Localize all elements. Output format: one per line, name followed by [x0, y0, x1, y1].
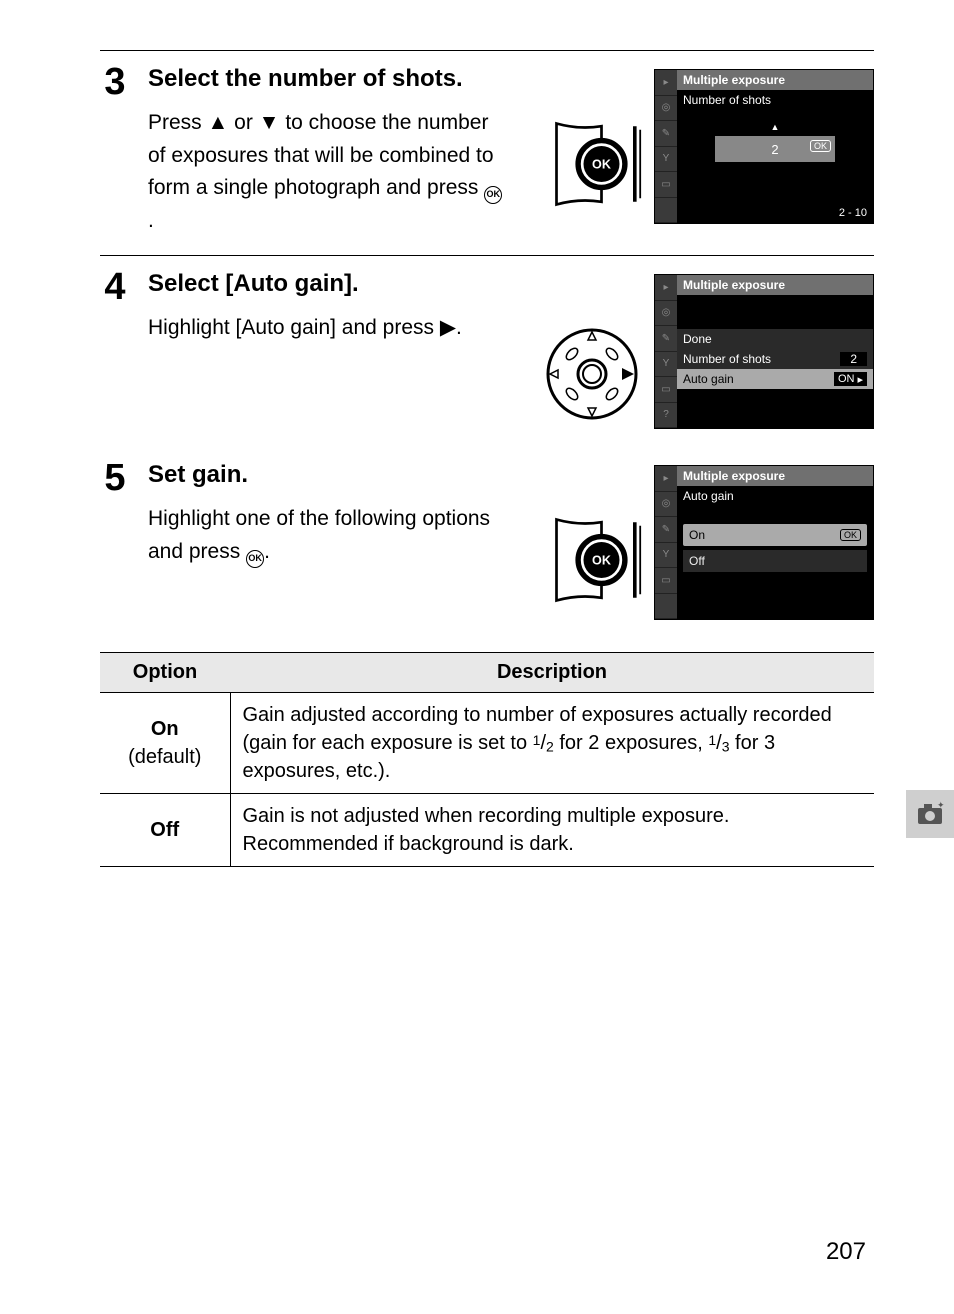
step-3: 3 Select the number of shots. Press or t…	[100, 51, 874, 255]
gain-option-off: Off	[683, 550, 867, 572]
right-arrow-icon	[440, 316, 456, 339]
camera-icon: ✦	[916, 800, 944, 828]
lcd-sidebar: ▸ ◎ ✎ Y ▭	[655, 466, 677, 619]
gain-option-on: On OK	[683, 524, 867, 546]
camera-lcd-gain-options: ▸ ◎ ✎ Y ▭ Multiple exposure Auto gain On…	[654, 465, 874, 620]
step-title: Set gain.	[148, 461, 534, 489]
shots-spinner: 2 OK	[715, 136, 835, 162]
autogain-value: ON ▸	[834, 372, 867, 386]
lcd-side-icon: ▸	[655, 466, 677, 492]
section-tab: ✦	[906, 790, 954, 838]
ok-badge: OK	[810, 140, 831, 152]
ok-button-illustration: OK	[552, 515, 642, 605]
description-cell: Gain is not adjusted when recording mult…	[230, 794, 874, 867]
lcd-side-icon: ▭	[655, 377, 677, 403]
lcd-side-icon	[655, 198, 677, 224]
step-graphics: OK ▸ ◎ ✎ Y ▭ Multiple exposure Number of…	[552, 63, 874, 237]
step-number: 4	[100, 268, 130, 429]
ok-button-illustration: OK	[552, 119, 642, 209]
shots-range: 2 - 10	[839, 207, 867, 219]
lcd-side-icon: Y	[655, 147, 677, 173]
step-number: 5	[100, 459, 130, 620]
lcd-side-icon: ◎	[655, 492, 677, 518]
shots-value: 2	[771, 142, 778, 157]
menu-row-shots: Number of shots 2	[677, 349, 873, 369]
lcd-side-icon: ✎	[655, 517, 677, 543]
step-4: 4 Select [Auto gain]. Highlight [Auto ga…	[100, 256, 874, 447]
svg-text:OK: OK	[592, 158, 611, 172]
step-graphics: OK ▸ ◎ ✎ Y ▭ Multiple exposure Auto gain…	[552, 459, 874, 620]
right-caret-icon: ▸	[857, 373, 863, 386]
table-header-description: Description	[230, 653, 874, 693]
lcd-side-icon: ✎	[655, 326, 677, 352]
step-title: Select the number of shots.	[148, 65, 534, 93]
lcd-side-icon: ✎	[655, 121, 677, 147]
lcd-header: Multiple exposure	[677, 466, 873, 486]
camera-lcd-shots: ▸ ◎ ✎ Y ▭ Multiple exposure Number of sh…	[654, 69, 874, 224]
lcd-sidebar: ▸ ◎ ✎ Y ▭ ?	[655, 275, 677, 428]
step-description: Highlight one of the following options a…	[148, 503, 508, 568]
lcd-side-icon: ◎	[655, 301, 677, 327]
lcd-side-icon: ▸	[655, 70, 677, 96]
page-number: 207	[826, 1238, 866, 1266]
lcd-side-icon: ▭	[655, 172, 677, 198]
option-cell: On (default)	[100, 693, 230, 794]
lcd-main: Multiple exposure Number of shots 2 OK 2…	[677, 70, 873, 223]
step-body: Set gain. Highlight one of the following…	[148, 459, 534, 620]
lcd-side-icon: ▭	[655, 568, 677, 594]
lcd-side-icon: Y	[655, 543, 677, 569]
lcd-main: Multiple exposure Auto gain On OK Off	[677, 466, 873, 619]
lcd-body: 2 OK 2 - 10	[677, 110, 873, 223]
svg-text:OK: OK	[592, 554, 611, 568]
ok-icon: OK	[484, 186, 502, 204]
step-title: Select [Auto gain].	[148, 270, 524, 298]
lcd-header: Multiple exposure	[677, 275, 873, 295]
camera-lcd-autogain-menu: ▸ ◎ ✎ Y ▭ ? Multiple exposure Done Numbe…	[654, 274, 874, 429]
step-body: Select [Auto gain]. Highlight [Auto gain…	[148, 268, 524, 429]
lcd-side-icon: Y	[655, 352, 677, 378]
multi-selector-illustration	[542, 324, 642, 424]
shots-value: 2	[840, 352, 867, 366]
lcd-body: On OK Off	[677, 506, 873, 619]
lcd-side-icon: ?	[655, 403, 677, 429]
lcd-main: Multiple exposure Done Number of shots 2…	[677, 275, 873, 428]
lcd-header: Multiple exposure	[677, 70, 873, 90]
gain-options-table: Option Description On (default) Gain adj…	[100, 652, 874, 867]
svg-text:✦: ✦	[937, 800, 944, 810]
option-cell: Off	[100, 794, 230, 867]
table-row: On (default) Gain adjusted according to …	[100, 693, 874, 794]
lcd-subheader: Auto gain	[677, 486, 873, 506]
lcd-side-icon: ◎	[655, 96, 677, 122]
menu-row-autogain: Auto gain ON ▸	[677, 369, 873, 389]
description-cell: Gain adjusted according to number of exp…	[230, 693, 874, 794]
step-5: 5 Set gain. Highlight one of the followi…	[100, 447, 874, 638]
lcd-side-icon	[655, 594, 677, 620]
step-number: 3	[100, 63, 130, 237]
down-arrow-icon	[259, 111, 280, 134]
step-body: Select the number of shots. Press or to …	[148, 63, 534, 237]
menu-row-done: Done	[677, 329, 873, 349]
ok-badge: OK	[840, 529, 861, 541]
step-description: Highlight [Auto gain] and press .	[148, 312, 508, 345]
lcd-subheader: Number of shots	[677, 90, 873, 110]
ok-icon: OK	[246, 550, 264, 568]
table-row: Off Gain is not adjusted when recording …	[100, 794, 874, 867]
lcd-sidebar: ▸ ◎ ✎ Y ▭	[655, 70, 677, 223]
step-description: Press or to choose the number of exposur…	[148, 107, 508, 237]
up-arrow-icon	[208, 111, 229, 134]
table-header-option: Option	[100, 653, 230, 693]
lcd-side-icon: ▸	[655, 275, 677, 301]
step-graphics: ▸ ◎ ✎ Y ▭ ? Multiple exposure Done Numbe…	[542, 268, 874, 429]
